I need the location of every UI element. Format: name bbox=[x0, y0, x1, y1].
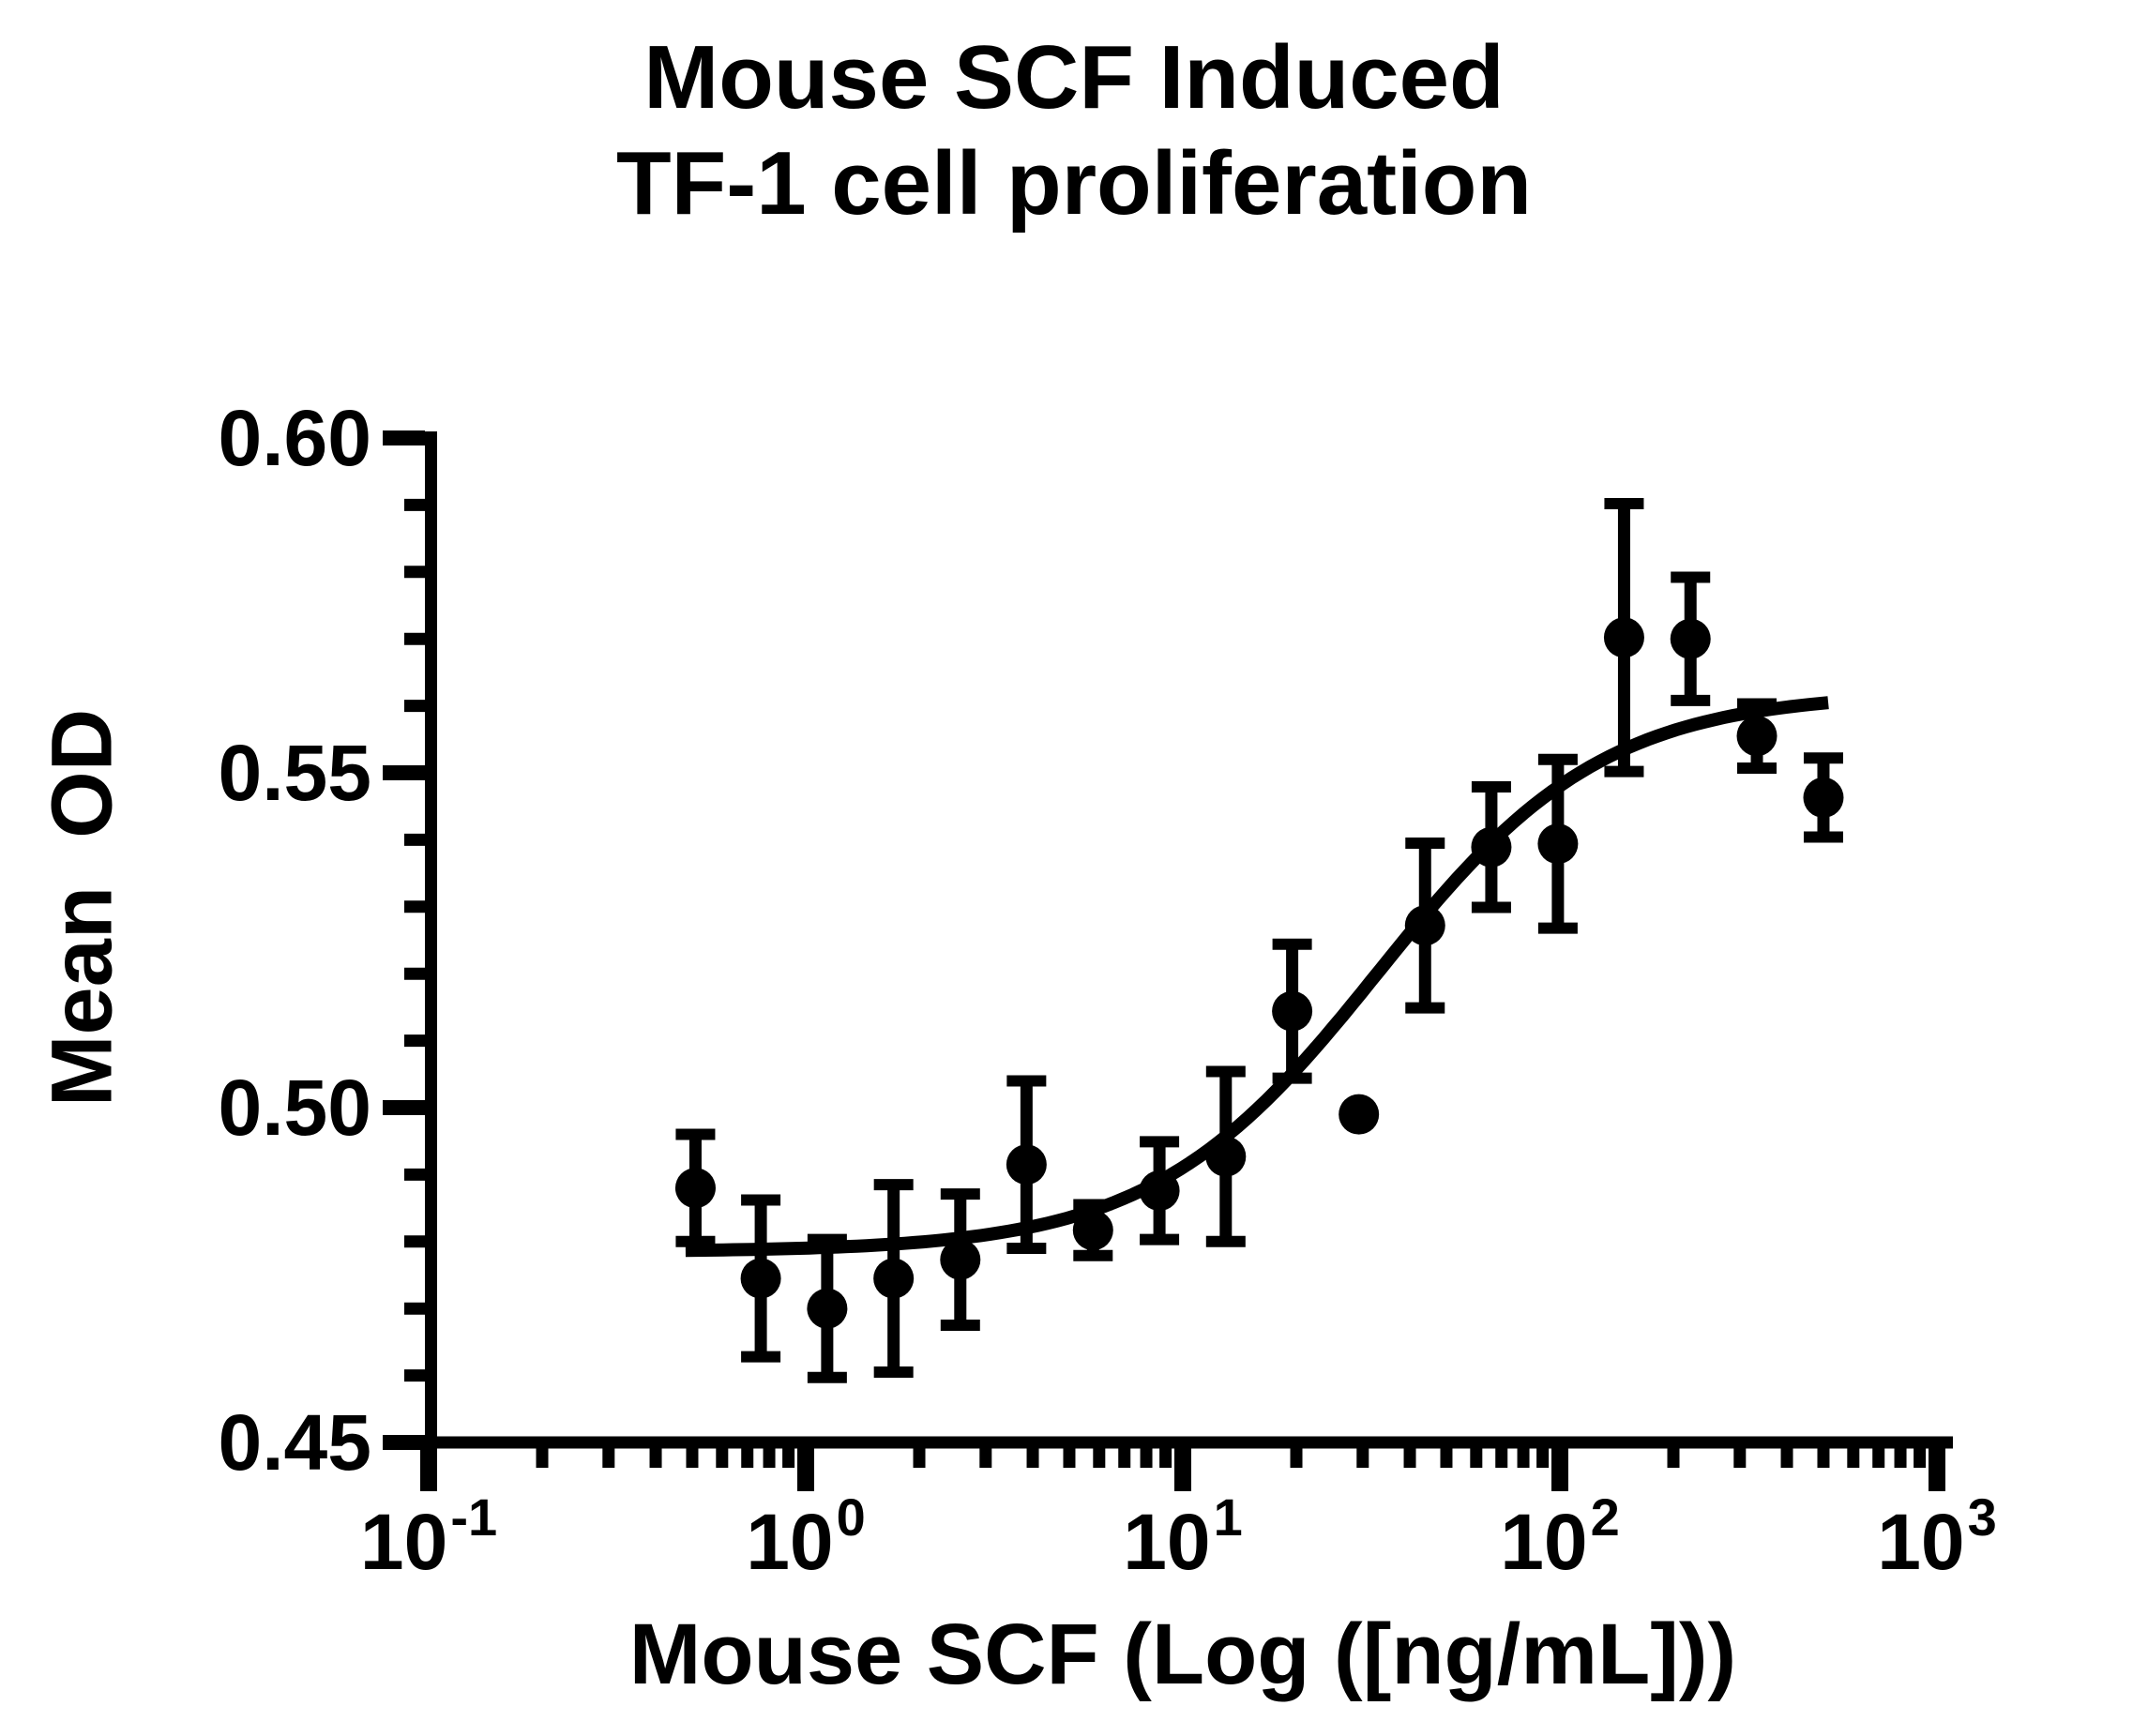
x-tick-label: 10-1 bbox=[241, 1487, 616, 1600]
x-tick-base: 10 bbox=[1877, 1498, 1965, 1586]
x-tick-label: 100 bbox=[618, 1487, 993, 1600]
x-axis-label: Mouse SCF (Log ([ng/mL])) bbox=[628, 1607, 1737, 1702]
data-point bbox=[1537, 823, 1579, 865]
y-tick-label: 0.50 bbox=[218, 1064, 372, 1152]
x-tick-base: 10 bbox=[1500, 1498, 1588, 1586]
data-point bbox=[1471, 826, 1512, 868]
data-point bbox=[1072, 1210, 1113, 1251]
data-point bbox=[1736, 716, 1777, 757]
x-tick-label: 102 bbox=[1372, 1487, 1747, 1600]
x-tick-exponent: 3 bbox=[1967, 1487, 1997, 1547]
data-point bbox=[1670, 618, 1711, 659]
data-point bbox=[1006, 1144, 1047, 1185]
chart-title-line2: TF-1 cell proliferation bbox=[615, 133, 1533, 234]
x-tick-exponent: 2 bbox=[1590, 1487, 1620, 1547]
data-point bbox=[1603, 617, 1644, 658]
data-point bbox=[674, 1168, 716, 1209]
x-tick-exponent: -1 bbox=[450, 1487, 498, 1547]
x-tick-base: 10 bbox=[359, 1498, 448, 1586]
y-tick-label: 0.45 bbox=[218, 1398, 372, 1487]
fit-curve bbox=[685, 696, 1829, 1258]
x-tick-base: 10 bbox=[1123, 1498, 1211, 1586]
y-tick-label: 0.60 bbox=[218, 394, 372, 482]
x-tick-exponent: 1 bbox=[1213, 1487, 1243, 1547]
data-point bbox=[940, 1239, 981, 1280]
x-tick-exponent: 0 bbox=[836, 1487, 866, 1547]
y-tick-label: 0.55 bbox=[218, 729, 372, 817]
data-point bbox=[1803, 777, 1844, 818]
data-point bbox=[1339, 1094, 1380, 1135]
x-tick-label: 103 bbox=[1749, 1487, 2125, 1600]
chart-title: Mouse SCF Induced TF-1 cell proliferatio… bbox=[0, 24, 2148, 236]
data-point bbox=[740, 1258, 781, 1299]
chart-title-line1: Mouse SCF Induced bbox=[643, 27, 1505, 128]
data-point bbox=[1272, 990, 1313, 1032]
data-point bbox=[1205, 1136, 1247, 1177]
x-tick-label: 101 bbox=[995, 1487, 1370, 1600]
data-point bbox=[1139, 1170, 1180, 1212]
x-tick-base: 10 bbox=[746, 1498, 834, 1586]
data-point bbox=[807, 1288, 848, 1329]
data-point bbox=[1404, 905, 1445, 946]
data-point bbox=[873, 1258, 915, 1299]
